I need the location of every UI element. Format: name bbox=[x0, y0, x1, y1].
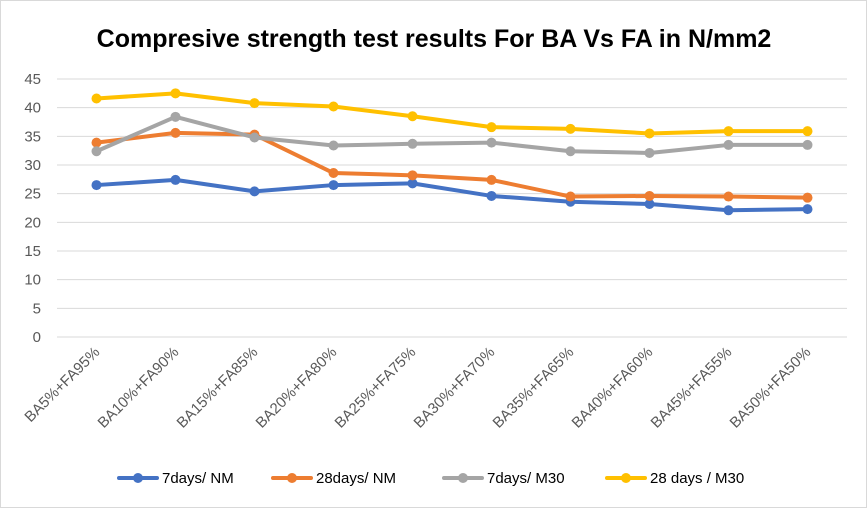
legend-marker bbox=[458, 473, 468, 483]
data-point bbox=[565, 191, 576, 202]
data-point bbox=[328, 168, 339, 179]
y-tick-label: 40 bbox=[24, 100, 41, 117]
data-point bbox=[723, 205, 734, 216]
legend-label: 28 days / M30 bbox=[650, 470, 744, 487]
data-point bbox=[723, 126, 734, 137]
legend-marker bbox=[133, 473, 143, 483]
series-4 bbox=[91, 88, 813, 139]
data-point bbox=[328, 180, 339, 191]
data-point bbox=[249, 132, 260, 143]
data-point bbox=[91, 146, 102, 157]
y-tick-label: 0 bbox=[33, 329, 41, 346]
legend-item: 7days/ M30 bbox=[442, 470, 565, 487]
data-point bbox=[91, 180, 102, 191]
data-point bbox=[249, 186, 260, 197]
series-line bbox=[94, 114, 810, 155]
data-point bbox=[486, 174, 497, 185]
data-point bbox=[328, 140, 339, 151]
x-axis-ticks: BA5%+FA95%BA10%+FA90%BA15%+FA85%BA20%+FA… bbox=[21, 344, 814, 432]
data-point bbox=[644, 128, 655, 139]
y-tick-label: 15 bbox=[24, 243, 41, 260]
data-point bbox=[407, 170, 418, 181]
data-point bbox=[565, 146, 576, 157]
legend-label: 7days/ NM bbox=[162, 470, 234, 487]
data-point bbox=[486, 122, 497, 133]
x-tick-label: BA50%+FA50% bbox=[727, 344, 815, 432]
series-line bbox=[94, 91, 810, 136]
data-point bbox=[170, 111, 181, 122]
legend-marker bbox=[621, 473, 631, 483]
series-1 bbox=[91, 174, 813, 216]
data-point bbox=[170, 127, 181, 138]
data-point bbox=[170, 88, 181, 99]
legend-item: 7days/ NM bbox=[117, 470, 234, 487]
x-tick-label: BA35%+FA65% bbox=[490, 344, 578, 432]
data-point bbox=[328, 101, 339, 112]
series-3 bbox=[91, 111, 813, 158]
x-tick-label: BA45%+FA55% bbox=[648, 344, 736, 432]
x-tick-label: BA10%+FA90% bbox=[95, 344, 183, 432]
x-tick-label: BA15%+FA85% bbox=[174, 344, 262, 432]
y-tick-label: 10 bbox=[24, 272, 41, 289]
x-tick-label: BA5%+FA95% bbox=[21, 344, 103, 426]
chart-title: Compresive strength test results For BA … bbox=[97, 25, 772, 53]
data-point bbox=[407, 111, 418, 122]
legend-item: 28days/ NM bbox=[271, 470, 396, 487]
y-tick-label: 5 bbox=[33, 300, 41, 317]
data-point bbox=[644, 198, 655, 209]
data-point bbox=[486, 137, 497, 148]
data-point bbox=[723, 139, 734, 150]
data-point bbox=[802, 126, 813, 137]
series-layer bbox=[91, 88, 813, 216]
data-point bbox=[802, 139, 813, 150]
data-point bbox=[407, 138, 418, 149]
data-point bbox=[802, 192, 813, 203]
data-point bbox=[644, 147, 655, 158]
y-tick-label: 35 bbox=[24, 128, 41, 145]
legend-marker bbox=[287, 473, 297, 483]
data-point bbox=[486, 190, 497, 201]
series-line bbox=[94, 130, 810, 200]
data-point bbox=[249, 98, 260, 109]
y-tick-label: 20 bbox=[24, 214, 41, 231]
x-tick-label: BA25%+FA75% bbox=[332, 344, 420, 432]
data-point bbox=[91, 93, 102, 104]
series-2 bbox=[91, 127, 813, 203]
data-point bbox=[723, 191, 734, 202]
legend-label: 28days/ NM bbox=[316, 470, 396, 487]
legend-label: 7days/ M30 bbox=[487, 470, 565, 487]
y-tick-label: 30 bbox=[24, 157, 41, 174]
legend-item: 28 days / M30 bbox=[605, 470, 744, 487]
x-tick-label: BA20%+FA80% bbox=[253, 344, 341, 432]
data-point bbox=[565, 123, 576, 134]
legend: 7days/ NM 28days/ NM 7days/ M30 28 days / M… bbox=[117, 470, 744, 487]
y-tick-label: 25 bbox=[24, 186, 41, 203]
data-point bbox=[644, 190, 655, 201]
data-point bbox=[802, 204, 813, 215]
x-tick-label: BA40%+FA60% bbox=[569, 344, 657, 432]
data-point bbox=[170, 174, 181, 185]
y-tick-label: 45 bbox=[24, 71, 41, 88]
data-point bbox=[407, 178, 418, 189]
data-point bbox=[91, 137, 102, 148]
grid-layer bbox=[57, 78, 847, 338]
x-tick-label: BA30%+FA70% bbox=[411, 344, 499, 432]
series-line bbox=[94, 177, 810, 213]
y-axis-ticks: 0 5 10 15 20 25 30 35 40 45 bbox=[24, 71, 41, 346]
